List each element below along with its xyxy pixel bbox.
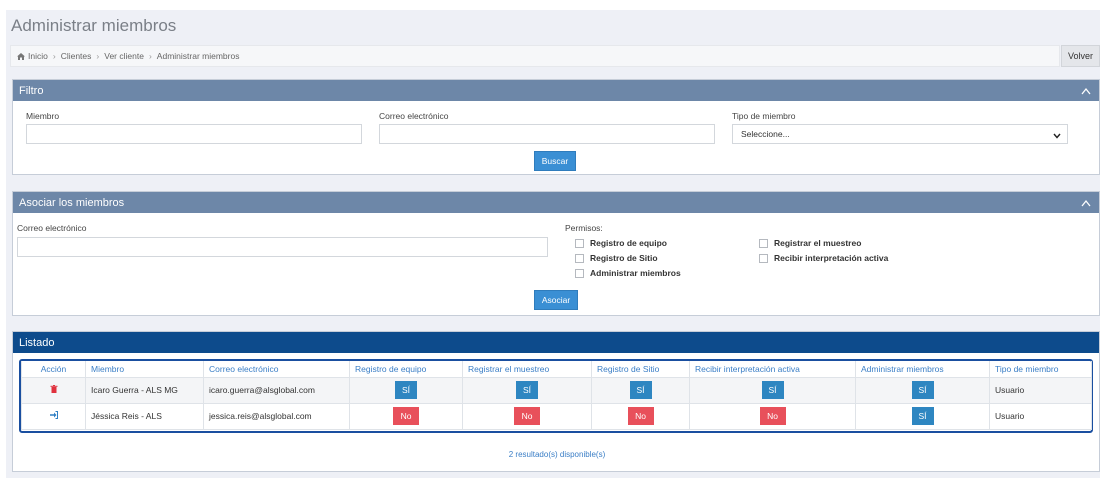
listing-panel: Listado Acción Miembro Correo electrónic… <box>12 331 1100 472</box>
email-input[interactable] <box>379 124 715 144</box>
table-row: Icaro Guerra - ALS MG icaro.guerra@alsgl… <box>21 376 1092 404</box>
toggle-recibir-interpretacion[interactable]: SÍ <box>761 381 784 399</box>
recibir-interpretacion-cell: No <box>689 402 856 430</box>
listing-panel-title: Listado <box>19 336 55 349</box>
result-count: 2 resultado(s) disponible(s) <box>508 450 606 459</box>
search-button[interactable]: Buscar <box>534 151 576 171</box>
permission-registro-sitio[interactable]: Registro de Sitio <box>575 253 658 263</box>
permission-label: Registro de Sitio <box>590 253 658 263</box>
permissions-label: Permisos: <box>565 223 603 233</box>
member-label: Miembro <box>26 111 60 121</box>
checkbox[interactable] <box>575 268 584 278</box>
column-header-tipo[interactable]: Tipo de miembro <box>989 361 1092 378</box>
associate-button[interactable]: Asociar <box>534 290 578 310</box>
checkbox[interactable] <box>759 253 768 263</box>
toggle-administrar-miembros[interactable]: SÍ <box>911 407 934 425</box>
table-row: Jéssica Reis - ALS jessica.reis@alsgloba… <box>21 402 1092 430</box>
action-cell <box>21 402 86 430</box>
permission-registro-equipo[interactable]: Registro de equipo <box>575 238 667 248</box>
breadcrumb-item-ver-cliente[interactable]: Ver cliente <box>104 51 144 61</box>
chevron-up-icon[interactable] <box>1081 86 1091 95</box>
breadcrumb-item-current: Administrar miembros <box>156 51 240 61</box>
toggle-recibir-interpretacion[interactable]: No <box>759 407 786 425</box>
permission-label: Administrar miembros <box>590 268 681 278</box>
associate-email-input[interactable] <box>17 237 548 257</box>
permission-recibir-interpretacion[interactable]: Recibir interpretación activa <box>759 253 888 263</box>
toggle-registrar-muestreo[interactable]: No <box>514 407 540 425</box>
associate-panel: Asociar los miembros Correo electrónico … <box>12 191 1100 316</box>
registrar-muestreo-cell: SÍ <box>462 376 592 404</box>
filter-panel-title: Filtro <box>19 84 44 97</box>
listing-panel-header: Listado <box>13 332 1099 353</box>
members-table: Acción Miembro Correo electrónico Regist… <box>21 361 1092 430</box>
filter-panel-header[interactable]: Filtro <box>13 80 1099 101</box>
registro-equipo-cell: No <box>349 402 463 430</box>
table-header-row: Acción Miembro Correo electrónico Regist… <box>21 361 1092 378</box>
toggle-administrar-miembros[interactable]: SÍ <box>911 381 934 399</box>
column-header-accion: Acción <box>21 361 86 378</box>
sign-in-icon[interactable] <box>49 411 58 419</box>
member-cell: Jéssica Reis - ALS <box>85 402 204 430</box>
recibir-interpretacion-cell: SÍ <box>689 376 856 404</box>
checkbox[interactable] <box>575 253 584 263</box>
back-button[interactable]: Volver <box>1061 45 1100 67</box>
column-header-registro-equipo[interactable]: Registro de equipo <box>349 361 463 378</box>
members-table-wrapper: Acción Miembro Correo electrónico Regist… <box>19 359 1093 433</box>
breadcrumb-item-clientes[interactable]: Clientes <box>60 51 92 61</box>
page-title: Administrar miembros <box>11 16 177 35</box>
member-type-select[interactable]: Seleccione... <box>732 124 1068 144</box>
permission-registrar-muestreo[interactable]: Registrar el muestreo <box>759 238 861 248</box>
permission-label: Recibir interpretación activa <box>774 253 889 263</box>
permission-administrar-miembros[interactable]: Administrar miembros <box>575 268 681 278</box>
associate-email-label: Correo electrónico <box>17 223 87 233</box>
column-header-correo[interactable]: Correo electrónico <box>203 361 350 378</box>
tipo-cell: Usuario <box>989 376 1092 404</box>
action-cell <box>21 376 86 404</box>
registro-sitio-cell: No <box>591 402 690 430</box>
breadcrumb-separator: › <box>148 51 152 61</box>
toggle-registrar-muestreo[interactable]: SÍ <box>516 381 538 399</box>
member-type-label: Tipo de miembro <box>732 111 796 121</box>
column-header-recibir-interpretacion[interactable]: Recibir interpretación activa <box>689 361 856 378</box>
breadcrumb-separator: › <box>52 51 56 61</box>
breadcrumb-item-inicio[interactable]: Inicio <box>28 51 48 61</box>
column-header-registrar-muestreo[interactable]: Registrar el muestreo <box>462 361 592 378</box>
registro-sitio-cell: SÍ <box>591 376 690 404</box>
registrar-muestreo-cell: No <box>462 402 592 430</box>
administrar-miembros-cell: SÍ <box>855 402 990 430</box>
permission-label: Registrar el muestreo <box>774 238 862 248</box>
member-input[interactable] <box>26 124 362 144</box>
checkbox[interactable] <box>575 238 584 248</box>
associate-panel-title: Asociar los miembros <box>19 196 125 209</box>
checkbox[interactable] <box>759 238 768 248</box>
associate-panel-header[interactable]: Asociar los miembros <box>13 192 1099 213</box>
toggle-registro-equipo[interactable]: SÍ <box>395 381 417 399</box>
breadcrumb-separator: › <box>96 51 100 61</box>
administrar-miembros-cell: SÍ <box>855 376 990 404</box>
tipo-cell: Usuario <box>989 402 1092 430</box>
breadcrumb: Inicio › Clientes › Ver cliente › Admini… <box>10 45 1060 67</box>
chevron-down-icon <box>1053 131 1061 141</box>
permission-label: Registro de equipo <box>590 238 667 248</box>
email-cell: jessica.reis@alsglobal.com <box>203 402 350 430</box>
filter-panel: Filtro Miembro Correo electrónico Tipo d… <box>12 79 1100 175</box>
toggle-registro-sitio[interactable]: SÍ <box>629 381 652 399</box>
column-header-registro-sitio[interactable]: Registro de Sitio <box>591 361 690 378</box>
member-cell: Icaro Guerra - ALS MG <box>85 376 204 404</box>
trash-icon[interactable] <box>50 385 58 393</box>
member-type-selected: Seleccione... <box>741 129 790 139</box>
chevron-up-icon[interactable] <box>1081 198 1091 207</box>
page: Administrar miembros Inicio › Clientes ›… <box>6 10 1100 478</box>
registro-equipo-cell: SÍ <box>349 376 463 404</box>
home-icon <box>17 52 25 60</box>
email-cell: icaro.guerra@alsglobal.com <box>203 376 350 404</box>
toggle-registro-sitio[interactable]: No <box>627 407 654 425</box>
email-label: Correo electrónico <box>379 111 449 121</box>
toggle-registro-equipo[interactable]: No <box>393 407 419 425</box>
column-header-administrar-miembros[interactable]: Administrar miembros <box>855 361 990 378</box>
column-header-miembro[interactable]: Miembro <box>85 361 204 378</box>
